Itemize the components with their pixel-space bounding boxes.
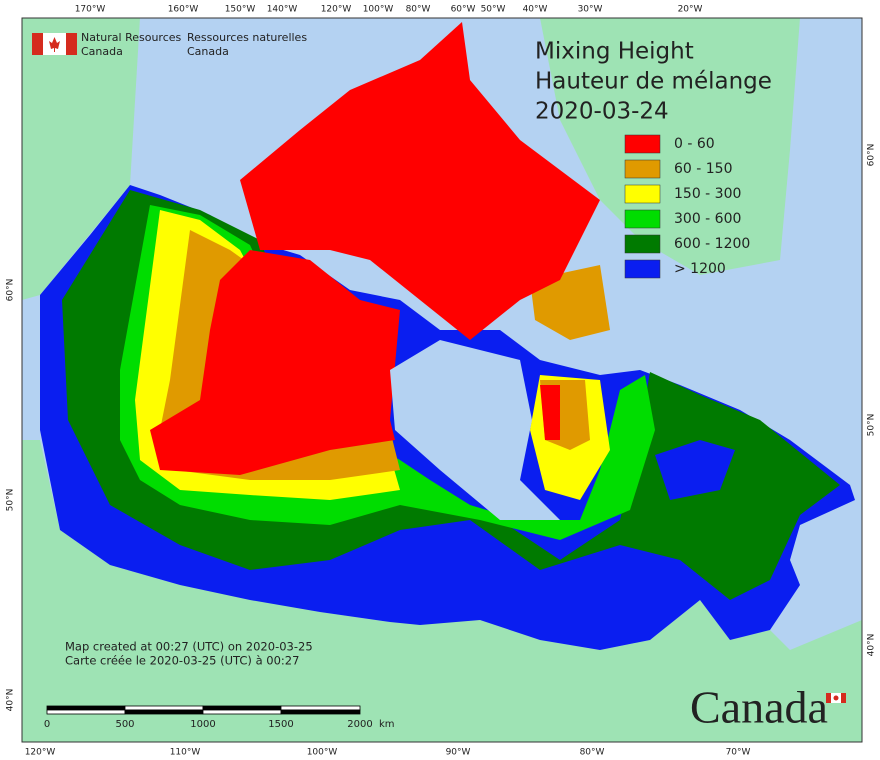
latitude-label: 40°N (867, 634, 877, 657)
scale-segment (202, 705, 282, 711)
wordmark: Canada (690, 682, 828, 733)
longitude-label: 20°W (678, 5, 703, 15)
scale-segment (280, 709, 361, 715)
legend-swatch (624, 234, 661, 254)
legend-swatch (624, 209, 661, 229)
scale-label: 2000 (347, 719, 372, 730)
longitude-label: 120°W (321, 5, 352, 15)
longitude-label: 100°W (363, 5, 394, 15)
legend-swatch (624, 259, 661, 279)
longitude-label: 100°W (307, 748, 338, 758)
usa (22, 440, 862, 742)
longitude-label: 30°W (578, 5, 603, 15)
latitude-label: 40°N (6, 689, 16, 712)
wordmark-flag-leaf (833, 695, 839, 701)
flag-leaf (49, 37, 60, 52)
map-body (21, 17, 863, 743)
flag-bar (32, 33, 43, 55)
legend-swatch (624, 134, 661, 154)
alaska (22, 18, 140, 300)
hudson-bay (390, 340, 560, 520)
longitude-label: 170°W (75, 5, 106, 15)
map-title: Hauteur de mélange (535, 69, 772, 95)
scale-unit: km (379, 719, 395, 730)
region-gt1200-qc (655, 440, 735, 500)
scale-segment (46, 705, 126, 711)
longitude-label: 60°W (451, 5, 476, 15)
legend-label: 150 - 300 (674, 186, 741, 202)
credit-line: Map created at 00:27 (UTC) on 2020-03-25 (65, 640, 313, 654)
latitude-label: 50°N (867, 414, 877, 437)
legend-label: 300 - 600 (674, 211, 741, 227)
scale-label: 0 (44, 719, 50, 730)
scale-label: 1500 (268, 719, 293, 730)
scale-label: 500 (115, 719, 134, 730)
longitude-label: 160°W (168, 5, 199, 15)
region-0-60-qc (540, 385, 560, 440)
legend-label: 60 - 150 (674, 161, 733, 177)
longitude-label: 80°W (406, 5, 431, 15)
latitude-label: 60°N (867, 144, 877, 167)
scale-segment (124, 709, 204, 715)
scale-label: 1000 (190, 719, 215, 730)
longitude-label: 120°W (25, 748, 56, 758)
map-title: 2020-03-24 (535, 99, 669, 125)
latitude-label: 60°N (6, 279, 16, 302)
longitude-label: 110°W (170, 748, 201, 758)
scale-segment (202, 709, 282, 715)
org-name-fr: Ressources naturelles (187, 31, 307, 44)
org-name-en: Natural Resources (81, 31, 182, 44)
credit-line: Carte créée le 2020-03-25 (UTC) à 00:27 (65, 654, 299, 668)
region-0-60 (150, 250, 400, 475)
longitude-label: 90°W (446, 748, 471, 758)
flag-bar (66, 33, 77, 55)
map-frame (21, 17, 863, 743)
scale-segment (280, 705, 361, 711)
region-0-60-arctic (240, 22, 600, 340)
legend-label: 600 - 1200 (674, 236, 750, 252)
latitude-label: 50°N (6, 489, 16, 512)
longitude-label: 80°W (580, 748, 605, 758)
longitude-label: 150°W (225, 5, 256, 15)
scale-segment (124, 705, 204, 711)
map-title: Mixing Height (535, 39, 694, 65)
legend-swatch (624, 159, 661, 179)
greenland (540, 18, 800, 275)
legend-label: > 1200 (674, 261, 726, 277)
org-name-en: Canada (81, 45, 123, 58)
longitude-label: 70°W (726, 748, 751, 758)
longitude-label: 50°W (481, 5, 506, 15)
legend-swatch (624, 184, 661, 204)
longitude-label: 40°W (523, 5, 548, 15)
longitude-label: 140°W (267, 5, 298, 15)
wordmark-flag-bar (826, 693, 831, 703)
org-name-fr: Canada (187, 45, 229, 58)
legend-label: 0 - 60 (674, 136, 715, 152)
wordmark-flag-bar (841, 693, 846, 703)
scale-segment (46, 709, 126, 715)
